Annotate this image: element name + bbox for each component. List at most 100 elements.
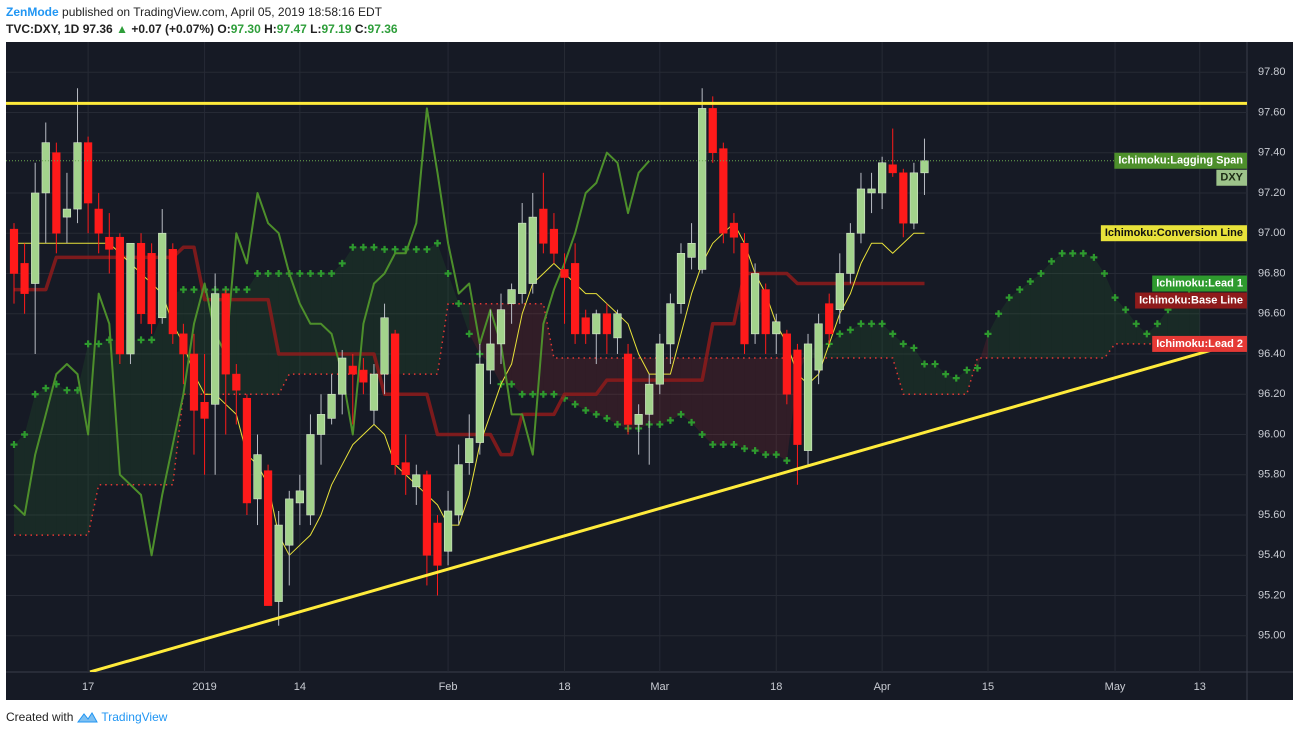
- cloud: [892, 333, 904, 395]
- chart-background: [6, 42, 1293, 700]
- candle-body: [549, 228, 559, 254]
- y-tick-label: 96.80: [1258, 267, 1286, 279]
- cloud: [988, 313, 999, 359]
- x-tick-label: 17: [82, 681, 94, 693]
- candle-body: [687, 242, 696, 258]
- indicator-line: [13, 107, 650, 557]
- lead-cross: [719, 441, 727, 449]
- cloud: [1093, 257, 1105, 359]
- cloud: [733, 358, 745, 449]
- lead-cross: [1100, 269, 1108, 277]
- x-tick-label: 15: [982, 681, 994, 693]
- low: 97.19: [321, 22, 352, 36]
- candle-body: [316, 414, 326, 435]
- candle-body: [433, 522, 442, 566]
- close: 97.36: [367, 22, 398, 36]
- tag-box: [1114, 152, 1247, 169]
- lead-cross: [137, 336, 145, 344]
- series-tag: Ichimoku:Conversion Line: [1100, 225, 1247, 242]
- lead-cross: [306, 269, 314, 277]
- lead-cross: [433, 239, 441, 247]
- lead-cross: [455, 300, 463, 308]
- lead-cross: [741, 445, 749, 453]
- candle-body: [698, 108, 707, 270]
- lead-cross: [677, 410, 685, 418]
- lead-cross: [275, 269, 283, 277]
- legend-line: TVC:DXY, 1D 97.36 ▲ +0.07 (+0.07%) O:97.…: [6, 21, 398, 38]
- tag-box: [1216, 169, 1247, 186]
- candle-body: [486, 343, 495, 371]
- brand[interactable]: TradingView: [101, 710, 168, 724]
- lead-cross: [889, 330, 897, 338]
- lead-cross: [582, 406, 590, 414]
- lead-cross: [381, 245, 389, 253]
- lead-cross: [783, 457, 791, 465]
- author[interactable]: ZenMode: [6, 5, 59, 19]
- cloud: [321, 273, 332, 375]
- candle-body: [454, 464, 463, 516]
- lead-cross: [920, 360, 928, 368]
- cloud: [405, 249, 417, 375]
- candle-body: [581, 317, 590, 335]
- lead-cross: [21, 430, 29, 438]
- cloud: [1051, 253, 1063, 359]
- cloud: [553, 358, 565, 399]
- cloud: [45, 384, 57, 536]
- candle-body: [676, 253, 686, 304]
- lead-cross: [592, 410, 600, 418]
- y-tick-label: 95.40: [1258, 549, 1286, 561]
- x-tick-label: 2019: [192, 681, 216, 693]
- lead-cross: [1153, 320, 1161, 328]
- publish-line: ZenMode published on TradingView.com, Ap…: [6, 4, 398, 21]
- tag-label: DXY: [1220, 172, 1243, 184]
- cloud: [342, 247, 353, 375]
- candle-body: [295, 490, 304, 504]
- cloud: [882, 323, 893, 359]
- candle-body: [232, 373, 241, 391]
- y-tick-label: 96.20: [1258, 388, 1286, 400]
- candle-body: [391, 333, 400, 465]
- candle-body: [422, 474, 431, 556]
- lead-cross: [95, 340, 103, 348]
- y-tick-label: 97.00: [1258, 227, 1286, 239]
- candle-body: [274, 524, 283, 602]
- lead-cross: [836, 330, 844, 338]
- lead-cross: [603, 414, 611, 422]
- candle-body: [920, 160, 929, 174]
- lead-cross: [952, 374, 960, 382]
- lead-cross: [973, 364, 981, 372]
- lead-cross: [412, 245, 420, 253]
- candle-body: [20, 263, 29, 294]
- tag-box: [1135, 292, 1247, 309]
- candle-body: [443, 510, 453, 552]
- candle-body: [835, 273, 844, 310]
- cloud: [141, 339, 152, 485]
- candle-body: [761, 289, 770, 335]
- candle-body: [623, 353, 633, 425]
- cloud: [246, 273, 258, 395]
- cloud: [744, 358, 756, 451]
- candle-body: [528, 216, 537, 284]
- y-tick-label: 97.40: [1258, 147, 1286, 159]
- cloud: [839, 329, 851, 359]
- cloud: [691, 358, 703, 435]
- tag-box: [1152, 335, 1247, 352]
- candle-body: [338, 357, 347, 395]
- lead-cross: [190, 286, 198, 294]
- lead-cross: [423, 245, 431, 253]
- cloud: [1083, 253, 1094, 359]
- candle-body: [867, 188, 876, 194]
- lead-cross: [1132, 320, 1140, 328]
- lead-cross: [42, 384, 50, 392]
- change: +0.07 (+0.07%): [131, 22, 215, 36]
- cloud: [511, 303, 523, 395]
- candle-body: [380, 317, 389, 375]
- y-tick-label: 96.00: [1258, 428, 1286, 440]
- tag-label: Ichimoku:Conversion Line: [1105, 227, 1243, 239]
- cloud: [712, 358, 724, 445]
- series-tag: Ichimoku:Lead 1: [1152, 275, 1247, 292]
- candle-body: [105, 236, 114, 250]
- cloud: [278, 273, 290, 395]
- lead-cross: [1090, 253, 1098, 261]
- lead-cross: [899, 340, 907, 348]
